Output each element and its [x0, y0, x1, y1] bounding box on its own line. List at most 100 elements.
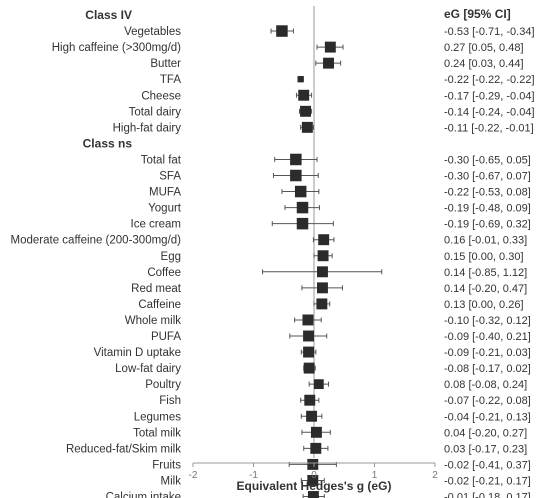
effect-marker	[290, 169, 302, 182]
effect-marker	[301, 121, 313, 133]
effect-marker	[317, 266, 328, 278]
effect-marker	[297, 76, 304, 83]
x-axis-label: Equivalent Hedges's g (eG)	[237, 479, 392, 493]
effect-marker	[307, 491, 319, 498]
effect-marker	[313, 379, 324, 390]
row-label: Vegetables	[124, 26, 181, 38]
effect-marker	[306, 410, 318, 422]
ci-value: 0.14 [-0.20, 0.47]	[444, 283, 527, 295]
effect-marker	[317, 250, 329, 262]
ci-column-header: eG [95% CI]	[444, 7, 511, 21]
row-label: Red meat	[131, 283, 182, 295]
effect-marker	[324, 41, 336, 53]
ci-value: -0.11 [-0.22, -0.01]	[444, 122, 534, 134]
effect-marker	[294, 185, 307, 198]
effect-marker	[300, 105, 311, 117]
ci-value: 0.13 [0.00, 0.26]	[444, 299, 524, 311]
row-label: Low-fat dairy	[115, 363, 181, 375]
ci-value: -0.04 [-0.21, 0.13]	[444, 411, 531, 423]
effect-marker	[290, 153, 302, 166]
effect-marker	[303, 362, 315, 374]
ci-value: 0.24 [0.03, 0.44]	[444, 58, 524, 70]
row-label: Vitamin D uptake	[94, 347, 181, 359]
effect-marker	[298, 89, 310, 101]
effect-marker	[323, 57, 334, 69]
row-label: Coffee	[147, 267, 181, 279]
row-label: Fruits	[152, 459, 181, 471]
effect-marker	[316, 298, 328, 310]
ci-value: -0.30 [-0.65, 0.05]	[444, 154, 531, 166]
effect-marker	[317, 282, 328, 294]
row-label: Fish	[159, 395, 181, 407]
row-label: Moderate caffeine (200-300mg/d)	[11, 235, 182, 247]
row-label: MUFA	[149, 187, 181, 199]
effect-marker	[303, 346, 315, 358]
ci-value: -0.01 [-0.18, 0.17]	[444, 492, 531, 498]
ci-value: -0.07 [-0.22, 0.08]	[444, 395, 531, 407]
row-label: Calcium intake	[106, 492, 181, 498]
effect-marker	[318, 234, 330, 246]
ci-value: -0.53 [-0.71, -0.34]	[444, 26, 535, 38]
ci-value: -0.02 [-0.21, 0.17]	[444, 475, 531, 487]
row-label: Reduced-fat/Skim milk	[66, 443, 181, 455]
effect-marker	[303, 330, 315, 342]
ci-value: -0.22 [-0.53, 0.08]	[444, 187, 531, 199]
ci-value: -0.19 [-0.69, 0.32]	[444, 219, 531, 231]
ci-value: -0.09 [-0.40, 0.21]	[444, 331, 531, 343]
ci-value: -0.09 [-0.21, 0.03]	[444, 347, 531, 359]
ci-value: 0.14 [-0.85, 1.12]	[444, 267, 527, 279]
ci-value: 0.03 [-0.17, 0.23]	[444, 443, 527, 455]
ci-value: -0.14 [-0.24, -0.04]	[444, 106, 535, 118]
x-axis: -2 -1 0 1 2	[189, 462, 438, 481]
row-label: High-fat dairy	[113, 122, 182, 134]
x-tick-label: 0	[311, 470, 317, 481]
row-label: Legumes	[134, 411, 182, 423]
effect-marker	[296, 217, 309, 230]
row-label: Total milk	[133, 427, 181, 439]
row-label: Cheese	[141, 90, 181, 102]
row-label: PUFA	[151, 331, 181, 343]
row-label: SFA	[159, 171, 181, 183]
ci-column: eG [95% CI] -0.53 [-0.71, -0.34] 0.27 [0.…	[444, 7, 535, 498]
ci-value: -0.10 [-0.32, 0.12]	[444, 315, 531, 327]
row-labels: Class IV Vegetables High caffeine (>300mg/…	[11, 8, 182, 498]
ci-value: 0.15 [0.00, 0.30]	[444, 251, 524, 263]
row-label: Total dairy	[129, 106, 182, 118]
ci-value: -0.30 [-0.67, 0.07]	[444, 171, 531, 183]
row-label: Milk	[161, 475, 182, 487]
row-label: Ice cream	[131, 219, 182, 231]
x-tick-label: -1	[249, 470, 258, 481]
row-label: TFA	[160, 74, 181, 86]
ci-value: -0.08 [-0.17, 0.02]	[444, 363, 531, 375]
ci-value: 0.16 [-0.01, 0.33]	[444, 235, 527, 247]
effect-marker	[307, 458, 319, 470]
class-header: Class IV	[85, 8, 132, 22]
ci-value: -0.17 [-0.29, -0.04]	[444, 90, 535, 102]
effect-marker	[276, 25, 288, 37]
effect-marker	[296, 201, 309, 214]
x-tick-label: 2	[432, 470, 438, 481]
row-label: Total fat	[141, 154, 182, 166]
ci-value: -0.02 [-0.41, 0.37]	[444, 459, 531, 471]
x-tick-label: 1	[372, 470, 378, 481]
effect-marker	[310, 426, 322, 438]
ci-value: 0.04 [-0.20, 0.27]	[444, 427, 527, 439]
row-label: Butter	[150, 58, 181, 70]
ci-value: -0.22 [-0.22, -0.22]	[444, 74, 535, 86]
x-tick-label: -2	[189, 470, 198, 481]
effect-marker	[302, 314, 314, 326]
row-label: Caffeine	[138, 299, 181, 311]
row-label: Whole milk	[125, 315, 181, 327]
effect-markers	[262, 25, 383, 498]
effect-marker	[307, 474, 319, 486]
ci-value: -0.19 [-0.48, 0.09]	[444, 203, 531, 215]
row-label: Poultry	[145, 379, 181, 391]
ci-value: 0.08 [-0.08, 0.24]	[444, 379, 527, 391]
class-header: Class ns	[83, 136, 133, 150]
row-label: Yogurt	[148, 203, 182, 215]
row-label: Egg	[161, 251, 181, 263]
effect-marker	[304, 394, 316, 406]
row-label: High caffeine (>300mg/d)	[52, 42, 181, 54]
effect-marker	[310, 442, 322, 454]
